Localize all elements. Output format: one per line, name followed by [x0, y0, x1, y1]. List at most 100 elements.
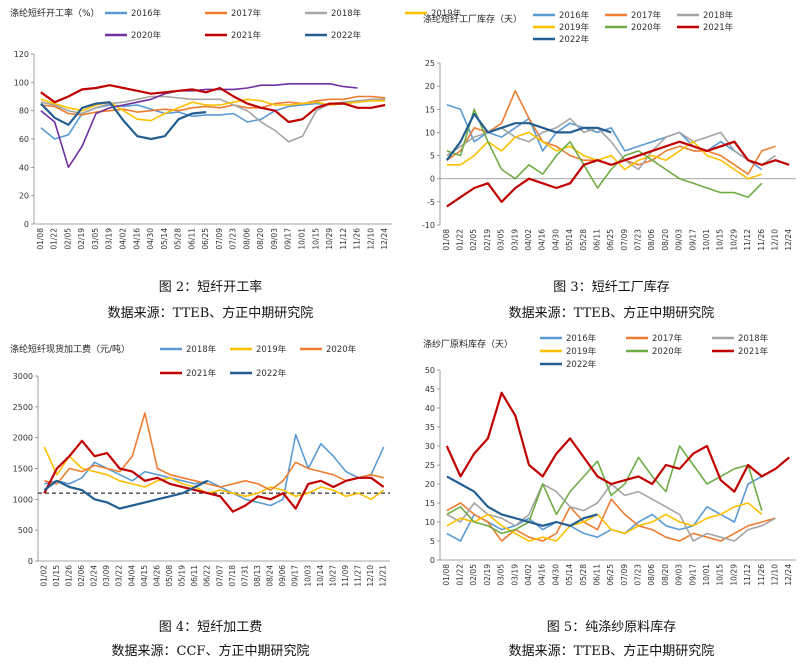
x-tick-label: 10/03 — [303, 565, 312, 587]
y-tick-label: 20 — [425, 480, 435, 489]
x-tick-label: 05/28 — [174, 228, 183, 250]
legend-label: 2021年 — [231, 30, 262, 41]
caption-title-1: 图 2：短纤开工率 — [158, 280, 263, 295]
x-tick-label: 03/19 — [510, 564, 519, 586]
x-tick-label: 05/28 — [579, 564, 588, 586]
series-line-2022年 — [40, 101, 207, 141]
x-tick-label: 03/05 — [91, 228, 100, 250]
x-tick-label: 01/22 — [456, 229, 465, 251]
x-tick-label: 02/05 — [469, 564, 478, 586]
legend-label: 2022年 — [566, 359, 597, 370]
x-tick-label: 06/11 — [190, 565, 199, 587]
x-tick-label: 02/24 — [90, 565, 99, 587]
series-line-2018年 — [44, 433, 385, 507]
x-tick-label: 02/06 — [77, 565, 86, 587]
x-tick-label: 11/12 — [743, 229, 752, 251]
series-line-2021年 — [445, 391, 790, 493]
y-tick-label: 1500 — [13, 465, 33, 474]
series-line-2019年 — [446, 131, 763, 180]
y-tick-label: 60 — [19, 135, 29, 144]
series-line-2020年 — [446, 108, 763, 198]
x-tick-label: 10/14 — [316, 565, 325, 587]
legend-label: 2020年 — [631, 22, 662, 33]
y-tick-label: 25 — [425, 461, 435, 470]
x-tick-label: 04/16 — [538, 564, 547, 586]
x-tick-label: 08/13 — [253, 565, 262, 587]
chart-title: 涤纶短纤现货加工费（元/吨） — [10, 343, 130, 355]
legend-label: 2022年 — [331, 30, 362, 41]
x-tick-label: 05/14 — [565, 564, 574, 586]
x-tick-label: 08/06 — [242, 228, 251, 250]
x-tick-label: 07/23 — [634, 564, 643, 586]
caption-title-4: 图 5：纯涤纱原料库存 — [546, 620, 677, 635]
x-tick-label: 04/30 — [146, 228, 155, 250]
x-tick-label: 03/19 — [510, 229, 519, 251]
x-tick-label: 04/02 — [524, 229, 533, 251]
x-tick-label: 08/06 — [647, 564, 656, 586]
chart-4: 涤纱厂原料库存（天） 0 5 10 15 20 25 30 35 40 45 50 01/08 01/22… — [423, 333, 796, 586]
chart-title: 涤纱厂原料库存（天） — [423, 338, 513, 350]
x-tick-label: 10/15 — [716, 229, 725, 251]
legend-label: 2018年 — [331, 8, 362, 19]
x-tick-label: 10/01 — [702, 229, 711, 251]
y-tick-label: 80 — [19, 107, 29, 116]
caption-title-2: 图 3：短纤工厂库存 — [553, 280, 670, 295]
series-line-2022年 — [446, 475, 598, 527]
x-tick-label: 06/11 — [592, 229, 601, 251]
legend-label: 2016年 — [566, 333, 597, 344]
x-tick-label: 09/17 — [291, 565, 300, 587]
x-tick-label: 07/31 — [240, 565, 249, 587]
legend-label: 2022年 — [256, 368, 287, 379]
x-tick-label: 04/30 — [551, 564, 560, 586]
chart-3: 涤纶短纤现货加工费（元/吨） 0 500 1000 1500 2000 2500 3000 01… — [10, 343, 390, 587]
legend-label: 2019年 — [559, 22, 590, 33]
x-tick-label: 12/21 — [379, 565, 388, 587]
series-line-2020年 — [446, 445, 763, 535]
x-tick-label: 07/07 — [215, 565, 224, 587]
y-tick-label: 0 — [24, 220, 29, 229]
y-tick-label: 2500 — [13, 403, 33, 412]
legend-label: 2020年 — [326, 344, 357, 355]
x-tick-label: 10/15 — [311, 228, 320, 250]
x-tick-label: 05/19 — [178, 565, 187, 587]
x-tick-label: 11/26 — [757, 229, 766, 251]
y-tick-label: 500 — [18, 526, 33, 535]
series-line-2022年 — [43, 479, 209, 510]
series-line-2022年 — [445, 112, 612, 161]
x-tick-label: 03/05 — [497, 564, 506, 586]
legend-label: 2018年 — [703, 10, 734, 21]
x-tick-label: 06/25 — [201, 228, 210, 250]
x-tick-label: 08/06 — [647, 229, 656, 251]
x-tick-label: 11/09 — [341, 565, 350, 587]
y-tick-label: -5 — [427, 198, 435, 207]
x-tick-label: 01/02 — [39, 565, 48, 587]
x-tick-label: 01/15 — [52, 565, 61, 587]
y-tick-label: 5 — [430, 152, 435, 161]
legend-label: 2019年 — [431, 8, 462, 19]
x-tick-label: 12/10 — [770, 229, 779, 251]
legend-label: 2022年 — [559, 34, 590, 45]
x-tick-label: 04/02 — [119, 228, 128, 250]
x-tick-label: 04/16 — [132, 228, 141, 250]
x-tick-label: 12/24 — [784, 564, 793, 586]
y-tick-label: 35 — [425, 423, 435, 432]
chart-title: 涤纶短纤开工率（%） — [10, 7, 100, 19]
series-line-2019年 — [446, 502, 763, 542]
x-tick-label: 06/25 — [606, 229, 615, 251]
chart-2: 涤纶短纤工厂库存（天） -10 -5 0 5 10 15 20 25 01/08 01/22 02/0… — [422, 10, 796, 251]
x-tick-label: 12/24 — [380, 228, 389, 250]
y-tick-label: 0 — [430, 556, 435, 565]
x-tick-label: 11/27 — [354, 565, 363, 587]
y-tick-label: 25 — [425, 59, 435, 68]
y-tick-label: 1000 — [13, 495, 33, 504]
y-tick-label: 100 — [14, 78, 29, 87]
x-tick-label: 05/28 — [579, 229, 588, 251]
x-tick-label: 05/08 — [165, 565, 174, 587]
caption-source-4: 数据来源：TTEB、方正中期研究院 — [508, 644, 715, 659]
x-tick-label: 04/26 — [152, 565, 161, 587]
x-tick-label: 07/23 — [229, 228, 238, 250]
y-tick-label: 5 — [430, 537, 435, 546]
series-line-2020年 — [44, 412, 384, 491]
